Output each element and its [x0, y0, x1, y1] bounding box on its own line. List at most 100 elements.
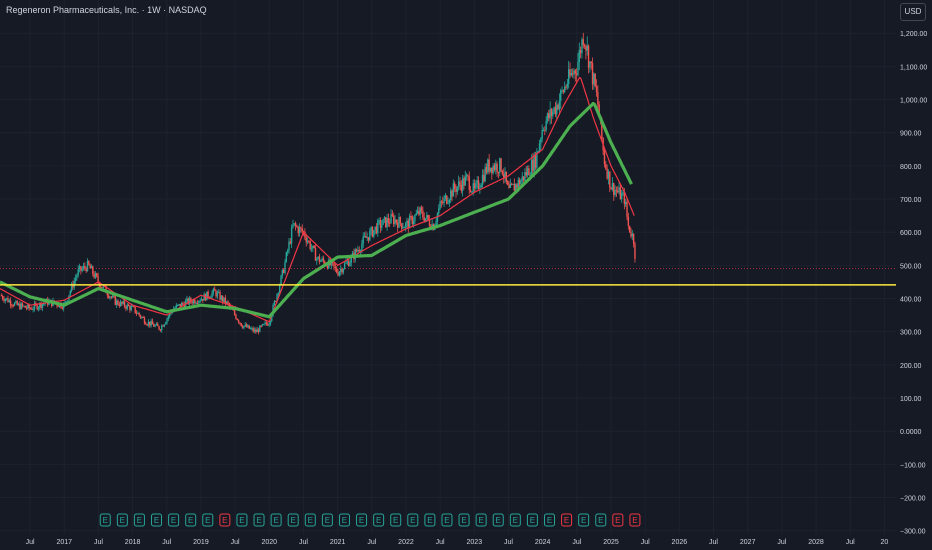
earnings-marker-label: E — [410, 516, 415, 525]
earnings-marker[interactable]: E — [526, 513, 538, 527]
candle-body — [610, 187, 612, 190]
earnings-marker[interactable]: E — [116, 513, 128, 527]
earnings-marker[interactable]: E — [373, 513, 385, 527]
earnings-marker[interactable]: E — [629, 513, 641, 527]
candle-body — [520, 180, 522, 185]
earnings-marker-label: E — [461, 516, 466, 525]
earnings-marker[interactable]: E — [253, 513, 265, 527]
candle-body — [589, 61, 591, 68]
earnings-marker[interactable]: E — [475, 513, 487, 527]
candle-body — [61, 307, 64, 309]
earnings-marker[interactable]: E — [424, 513, 436, 527]
candle-body — [451, 190, 453, 197]
earnings-marker[interactable]: E — [595, 513, 607, 527]
candle-body — [363, 235, 366, 237]
candle-body — [236, 318, 238, 321]
candle-body — [396, 222, 399, 228]
candle-body — [244, 324, 246, 326]
x-tick-label: Jul — [572, 539, 581, 546]
candle-body — [420, 207, 423, 211]
earnings-marker-box — [338, 513, 350, 527]
earnings-marker[interactable]: E — [458, 513, 470, 527]
earnings-marker[interactable]: E — [509, 513, 521, 527]
candle-body — [513, 183, 516, 191]
earnings-marker-label: E — [496, 516, 501, 525]
candle-body — [233, 310, 236, 315]
earnings-marker[interactable]: E — [612, 513, 624, 527]
earnings-marker[interactable]: E — [543, 513, 555, 527]
earnings-marker-box — [475, 513, 487, 527]
candle-body — [43, 303, 45, 305]
candle-body — [301, 228, 303, 232]
candle-body — [403, 227, 406, 229]
x-tick-label: Jul — [436, 539, 445, 546]
candle-body — [199, 300, 201, 302]
candle-body — [583, 44, 586, 46]
earnings-marker[interactable]: E — [321, 513, 333, 527]
earnings-marker[interactable]: E — [219, 513, 231, 527]
candle-body — [203, 294, 205, 301]
earnings-marker[interactable]: E — [390, 513, 402, 527]
candle-body — [111, 295, 114, 298]
candle-body — [134, 306, 136, 313]
earnings-marker-label: E — [615, 516, 620, 525]
candle-body — [532, 159, 534, 172]
x-tick-label: Jul — [846, 539, 855, 546]
candle-body — [256, 329, 258, 333]
earnings-marker[interactable]: E — [356, 513, 368, 527]
currency-button[interactable]: USD — [900, 3, 926, 21]
candle-body — [404, 223, 407, 228]
earnings-marker[interactable]: E — [236, 513, 248, 527]
candle-body — [508, 184, 510, 189]
earnings-marker[interactable]: E — [151, 513, 163, 527]
earnings-marker[interactable]: E — [99, 513, 111, 527]
candle-body — [517, 179, 520, 188]
candle-body — [280, 275, 282, 286]
candle-body — [593, 73, 595, 85]
earnings-marker[interactable]: E — [304, 513, 316, 527]
earnings-marker[interactable]: E — [407, 513, 419, 527]
earnings-marker[interactable]: E — [492, 513, 504, 527]
candle-body — [249, 328, 252, 330]
y-tick-label: 1,200.00 — [900, 31, 927, 38]
candle-body — [285, 252, 288, 262]
candle-body — [241, 326, 244, 328]
time-axis[interactable]: Jul 2017 Jul 2018 Jul 2019 Jul 2020 Jul 2021 Jul 20… — [0, 534, 932, 550]
candle-body — [402, 227, 404, 229]
candle-body — [178, 303, 180, 305]
earnings-marker-label: E — [393, 516, 398, 525]
candle-body — [88, 260, 90, 265]
candle-body — [525, 172, 527, 176]
earnings-marker[interactable]: E — [287, 513, 299, 527]
candle-body — [198, 301, 200, 304]
earnings-marker[interactable]: E — [270, 513, 282, 527]
earnings-marker[interactable]: E — [441, 513, 453, 527]
price-axis[interactable]: 1,200.00 1,100.00 1,000.00 900.00 800.00 700.… — [896, 0, 932, 550]
candle-body — [408, 215, 411, 229]
candle-body — [461, 178, 464, 191]
candle-body — [4, 299, 7, 302]
earnings-marker[interactable]: E — [338, 513, 350, 527]
candle-body — [118, 304, 121, 306]
earnings-marker[interactable]: E — [561, 513, 573, 527]
earnings-marker-box — [629, 513, 641, 527]
x-tick-label: Jul — [231, 539, 240, 546]
candle-body — [289, 241, 292, 244]
candle-body — [33, 303, 36, 309]
earnings-marker-box — [561, 513, 573, 527]
y-tick-label: −100.00 — [900, 462, 926, 469]
earnings-marker[interactable]: E — [578, 513, 590, 527]
candle-body — [265, 322, 268, 324]
candle-body — [342, 268, 345, 273]
earnings-marker[interactable]: E — [168, 513, 180, 527]
candle-body — [569, 69, 571, 76]
candle-body — [471, 191, 473, 193]
earnings-marker[interactable]: E — [185, 513, 197, 527]
earnings-marker[interactable]: E — [133, 513, 145, 527]
earnings-marker-label: E — [564, 516, 569, 525]
candle-body — [557, 104, 559, 110]
candle-body — [507, 181, 509, 185]
earnings-marker[interactable]: E — [202, 513, 214, 527]
